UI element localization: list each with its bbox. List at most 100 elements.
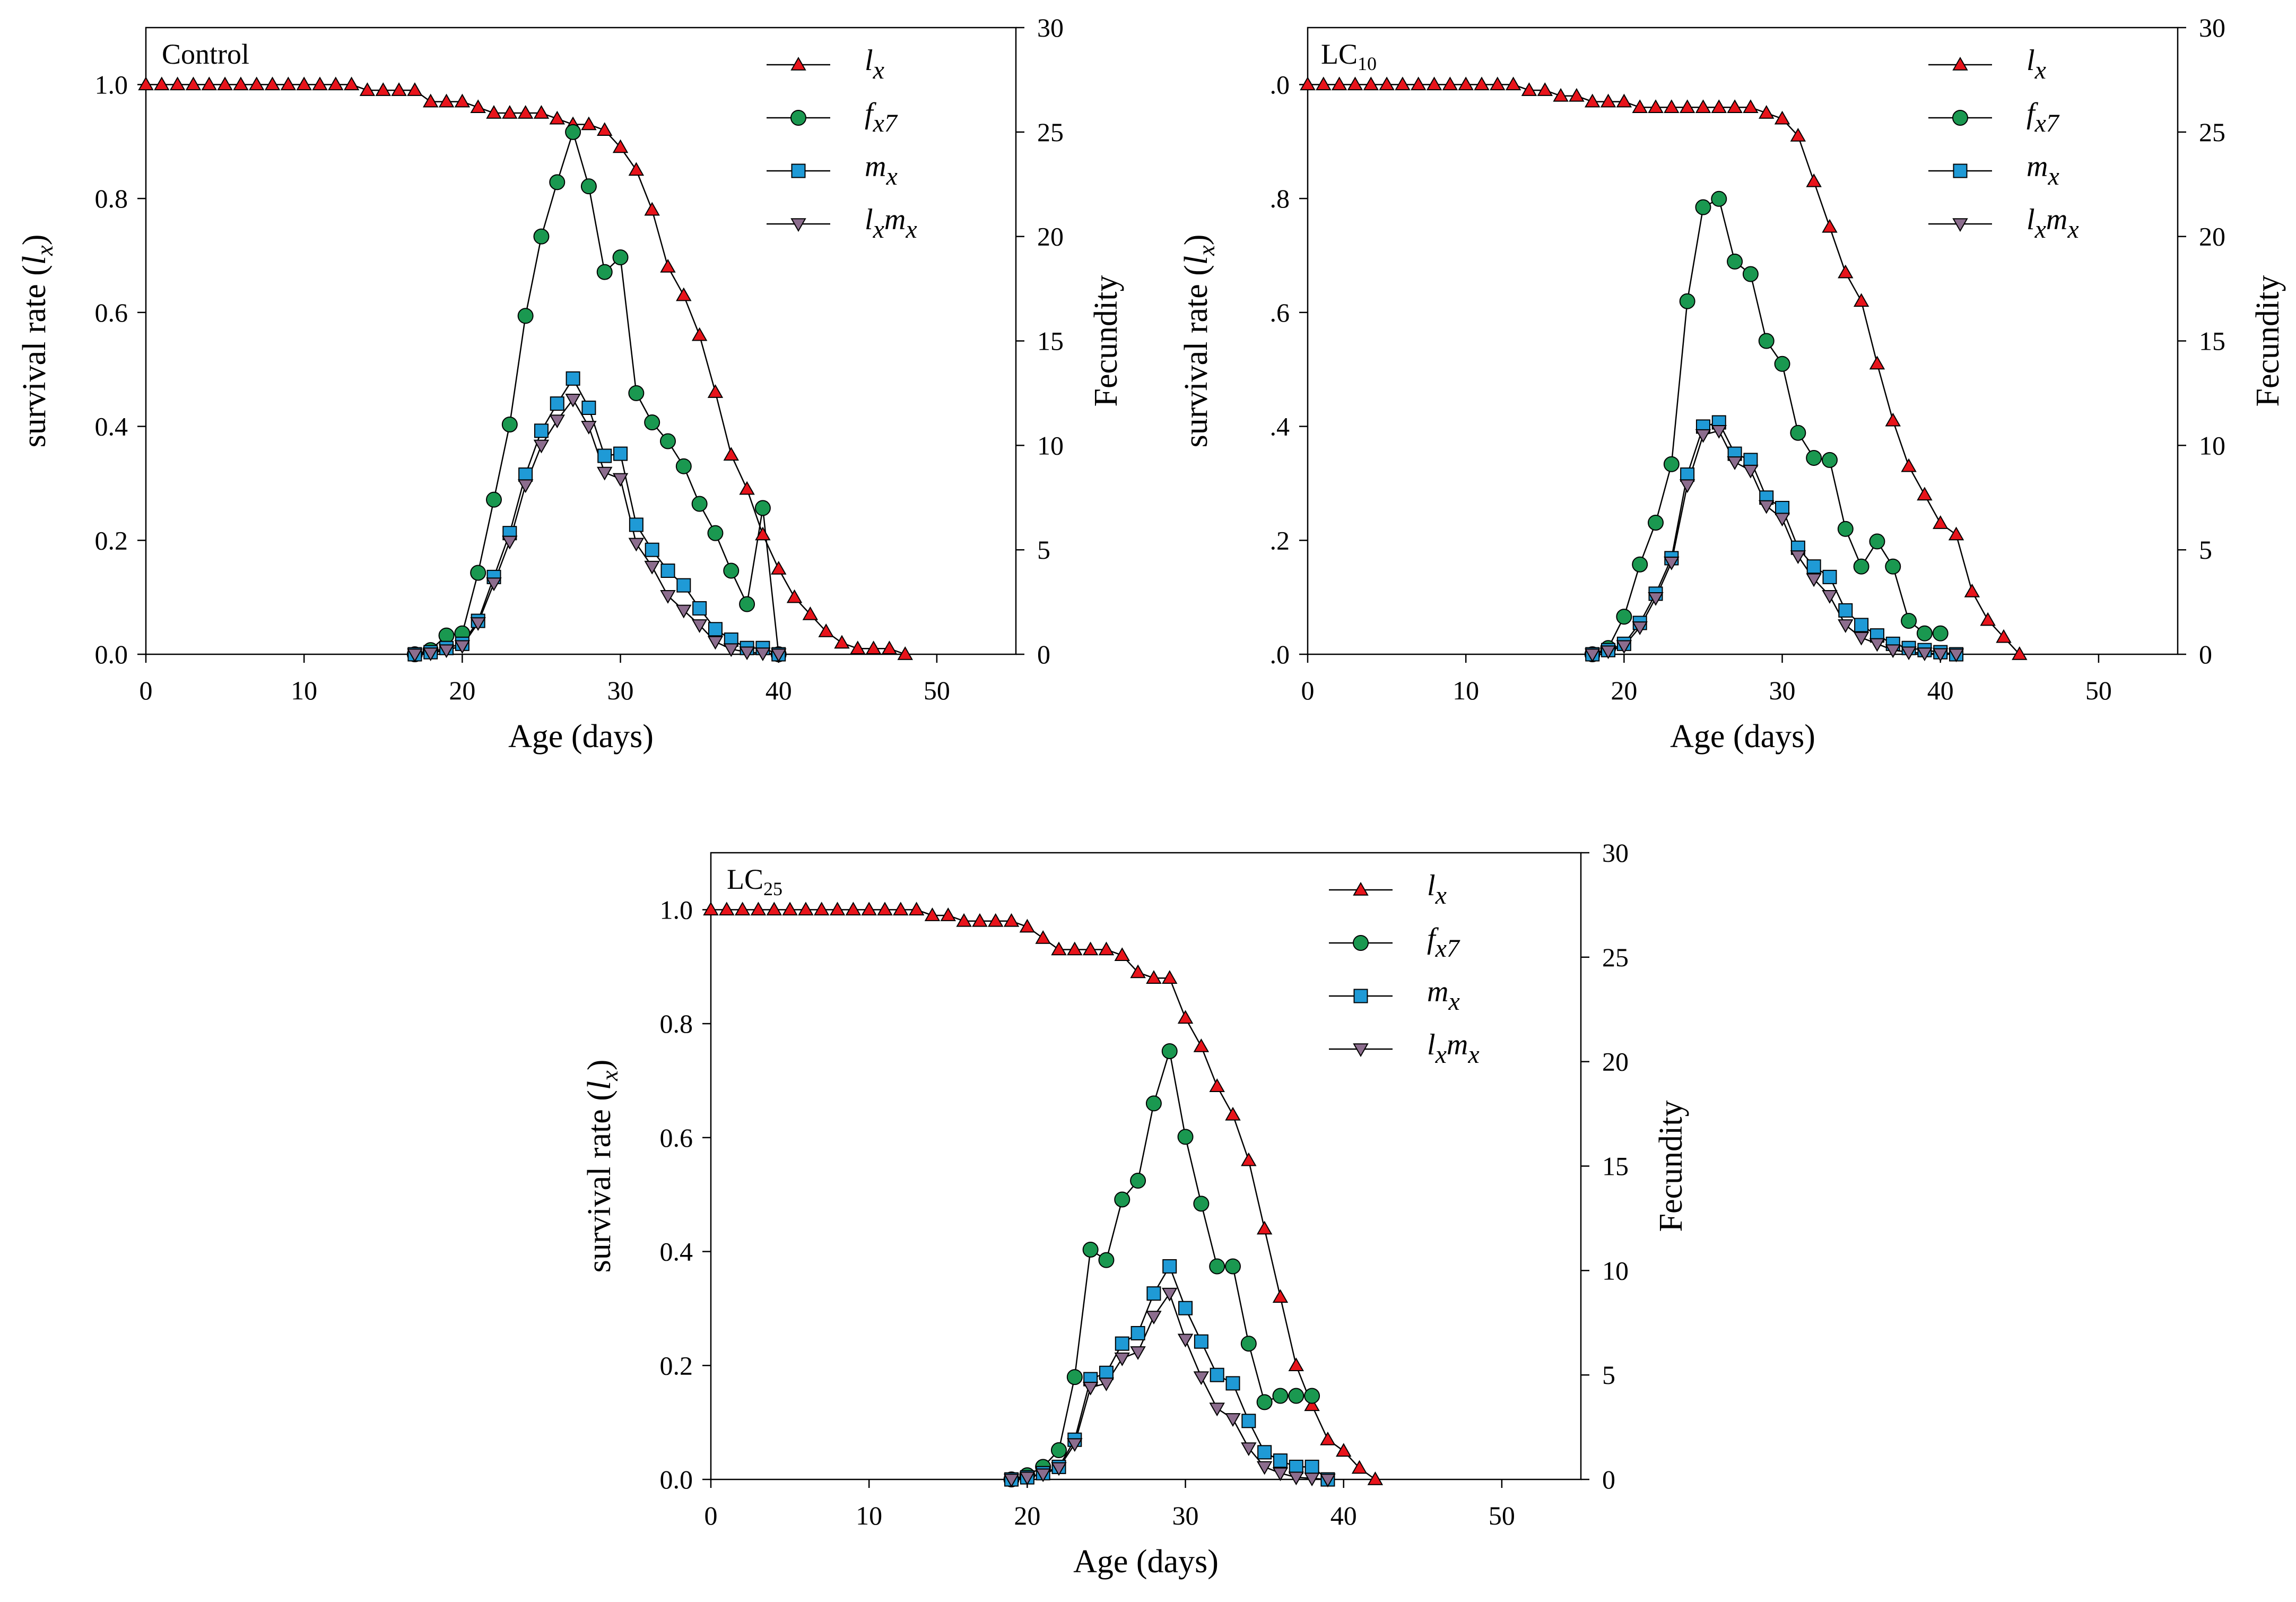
data-point-lx bbox=[1241, 1152, 1257, 1166]
data-point-fx7 bbox=[1822, 452, 1838, 468]
y2-tick-label: 20 bbox=[2199, 222, 2225, 252]
data-point-fx7 bbox=[1711, 190, 1727, 207]
y2-axis-title: Fecundity bbox=[1653, 1101, 1689, 1232]
data-point-fx7 bbox=[739, 596, 755, 612]
legend-label-lx: lx bbox=[1427, 869, 1447, 910]
data-point-lx bbox=[1395, 76, 1411, 91]
data-point-lx bbox=[1553, 88, 1569, 102]
data-point-lx bbox=[517, 105, 534, 119]
y2-tick-label: 25 bbox=[1037, 117, 1064, 147]
data-point-fx7 bbox=[1837, 521, 1854, 537]
data-point-lx bbox=[798, 902, 814, 916]
x-tick-label: 0 bbox=[705, 1501, 718, 1530]
y-tick-label: 0.0 bbox=[95, 639, 128, 669]
data-point-lx bbox=[1051, 941, 1067, 956]
data-point-lx bbox=[1569, 88, 1585, 102]
data-point-mx bbox=[1194, 1334, 1208, 1349]
data-point-fx7 bbox=[707, 525, 724, 541]
data-point-lx bbox=[407, 82, 423, 96]
data-point-mx bbox=[1743, 453, 1758, 467]
data-point-lx bbox=[1743, 99, 1759, 114]
data-point-lx bbox=[1146, 970, 1162, 984]
data-point-fx7 bbox=[644, 414, 660, 431]
data-point-lx bbox=[581, 116, 597, 131]
panel-label: LC10 bbox=[1321, 38, 1377, 74]
data-point-lxmx bbox=[1790, 550, 1806, 564]
data-point-lx bbox=[1600, 93, 1616, 108]
data-point-fx7 bbox=[1193, 1196, 1210, 1212]
y-axis-title: survival rate (lx) bbox=[1178, 235, 1220, 448]
legend-marker-fx7 bbox=[1353, 935, 1369, 951]
data-point-lxmx bbox=[771, 648, 787, 663]
legend: lx fx7 mx lxmx bbox=[1928, 44, 2079, 244]
x-axis-title: Age (days) bbox=[1073, 1544, 1219, 1580]
legend-marker-lxmx bbox=[1353, 1043, 1369, 1058]
data-point-mx bbox=[645, 542, 659, 557]
chart-panel-control: 0 10 20 30 40 50 0.0 0.2 0.4 0.6 0.8 1.0 0 5 10 15 20 25 3… bbox=[16, 13, 1124, 755]
y2-tick-label: 0 bbox=[2199, 639, 2212, 669]
data-point-fx7 bbox=[1742, 266, 1759, 282]
data-point-lx bbox=[1304, 1397, 1320, 1412]
data-point-lxmx bbox=[597, 466, 613, 481]
data-point-lxmx bbox=[1743, 464, 1759, 479]
legend-label-lx: lx bbox=[865, 44, 884, 84]
data-point-fx7 bbox=[438, 627, 455, 644]
data-point-lx bbox=[359, 82, 376, 96]
y-tick-label: .4 bbox=[1270, 412, 1290, 441]
x-tick-label: 50 bbox=[1489, 1501, 1515, 1530]
legend-label-lxmx: lxmx bbox=[865, 203, 917, 244]
y-tick-label: 0.2 bbox=[95, 525, 128, 555]
data-point-lxmx bbox=[1948, 648, 1964, 663]
x-tick-label: 10 bbox=[1453, 676, 1479, 705]
series-line-fx7 bbox=[414, 129, 779, 655]
data-point-lx bbox=[1537, 82, 1553, 96]
x-tick-label: 50 bbox=[924, 676, 950, 705]
data-point-fx7 bbox=[580, 178, 597, 195]
data-point-mx bbox=[1775, 500, 1790, 515]
y-tick-label: 0.4 bbox=[660, 1237, 693, 1267]
data-point-mx bbox=[1806, 559, 1821, 574]
data-point-fx7 bbox=[501, 416, 518, 432]
data-point-lx bbox=[470, 99, 486, 114]
y2-tick-label: 5 bbox=[2199, 535, 2212, 565]
y2-tick-label: 20 bbox=[1037, 222, 1064, 252]
x-tick-label: 40 bbox=[766, 676, 792, 705]
data-point-lx bbox=[802, 606, 819, 620]
data-point-lx bbox=[897, 646, 913, 660]
data-point-lx bbox=[1003, 913, 1020, 927]
y2-tick-label: 30 bbox=[1602, 838, 1629, 868]
data-point-fx7 bbox=[1663, 456, 1680, 472]
data-point-lxmx bbox=[1114, 1352, 1130, 1366]
y-tick-label: 0.2 bbox=[660, 1350, 693, 1380]
data-point-fx7 bbox=[1648, 514, 1664, 531]
y2-tick-label: 15 bbox=[1037, 326, 1064, 356]
y-tick-label: .6 bbox=[1270, 298, 1290, 327]
data-point-fx7 bbox=[1225, 1258, 1241, 1275]
data-point-lx bbox=[533, 105, 550, 119]
data-point-fx7 bbox=[1695, 199, 1711, 215]
data-point-fx7 bbox=[660, 433, 676, 449]
data-point-mx bbox=[534, 423, 549, 438]
x-tick-label: 40 bbox=[1927, 676, 1954, 705]
data-point-lxmx bbox=[1600, 645, 1616, 660]
y-tick-label: .0 bbox=[1270, 639, 1290, 669]
data-point-lx bbox=[1727, 99, 1743, 114]
legend-label-fx7: fx7 bbox=[1427, 922, 1460, 963]
data-point-lx bbox=[1035, 930, 1051, 944]
data-point-fx7 bbox=[1727, 253, 1743, 270]
legend-label-fx7: fx7 bbox=[2027, 97, 2060, 137]
data-point-lx bbox=[438, 93, 455, 108]
data-point-lxmx bbox=[533, 439, 550, 454]
data-point-mx bbox=[566, 371, 580, 386]
series-mx bbox=[407, 371, 786, 662]
y2-axis-title: Fecundity bbox=[2250, 275, 2286, 407]
data-point-fx7 bbox=[723, 562, 740, 579]
data-point-lx bbox=[818, 624, 834, 637]
data-point-lx bbox=[782, 902, 798, 916]
data-point-lxmx bbox=[1067, 1438, 1083, 1452]
data-point-lx bbox=[940, 907, 956, 921]
data-point-fx7 bbox=[565, 124, 581, 140]
data-point-lx bbox=[343, 76, 360, 91]
data-point-lx bbox=[1774, 110, 1790, 125]
data-point-lx bbox=[956, 913, 972, 927]
